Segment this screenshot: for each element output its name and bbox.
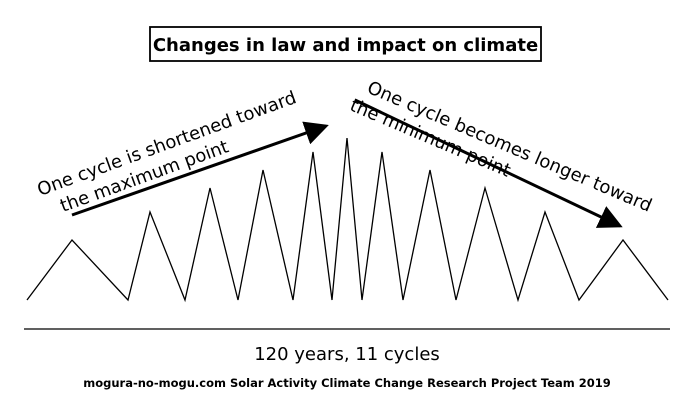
- footer-credit: mogura-no-mogu.com Solar Activity Climat…: [83, 376, 611, 390]
- cycle-zigzag: [26, 137, 669, 303]
- annotation-left: One cycle is shortened toward the maximu…: [35, 87, 300, 217]
- annotation-left-line1: One cycle is shortened toward: [35, 87, 300, 200]
- arrow-shortening: [71, 121, 329, 217]
- title-frame: [149, 26, 542, 62]
- arrow-lengthening: [354, 98, 623, 228]
- annotation-right: One cycle becomes longer toward the mini…: [347, 77, 655, 216]
- page-title: Changes in law and impact on climate: [153, 35, 538, 56]
- annotation-right-line1: One cycle becomes longer toward: [364, 77, 655, 216]
- title-box: Changes in law and impact on climate: [149, 26, 542, 62]
- cycle-caption: 120 years, 11 cycles: [254, 344, 440, 365]
